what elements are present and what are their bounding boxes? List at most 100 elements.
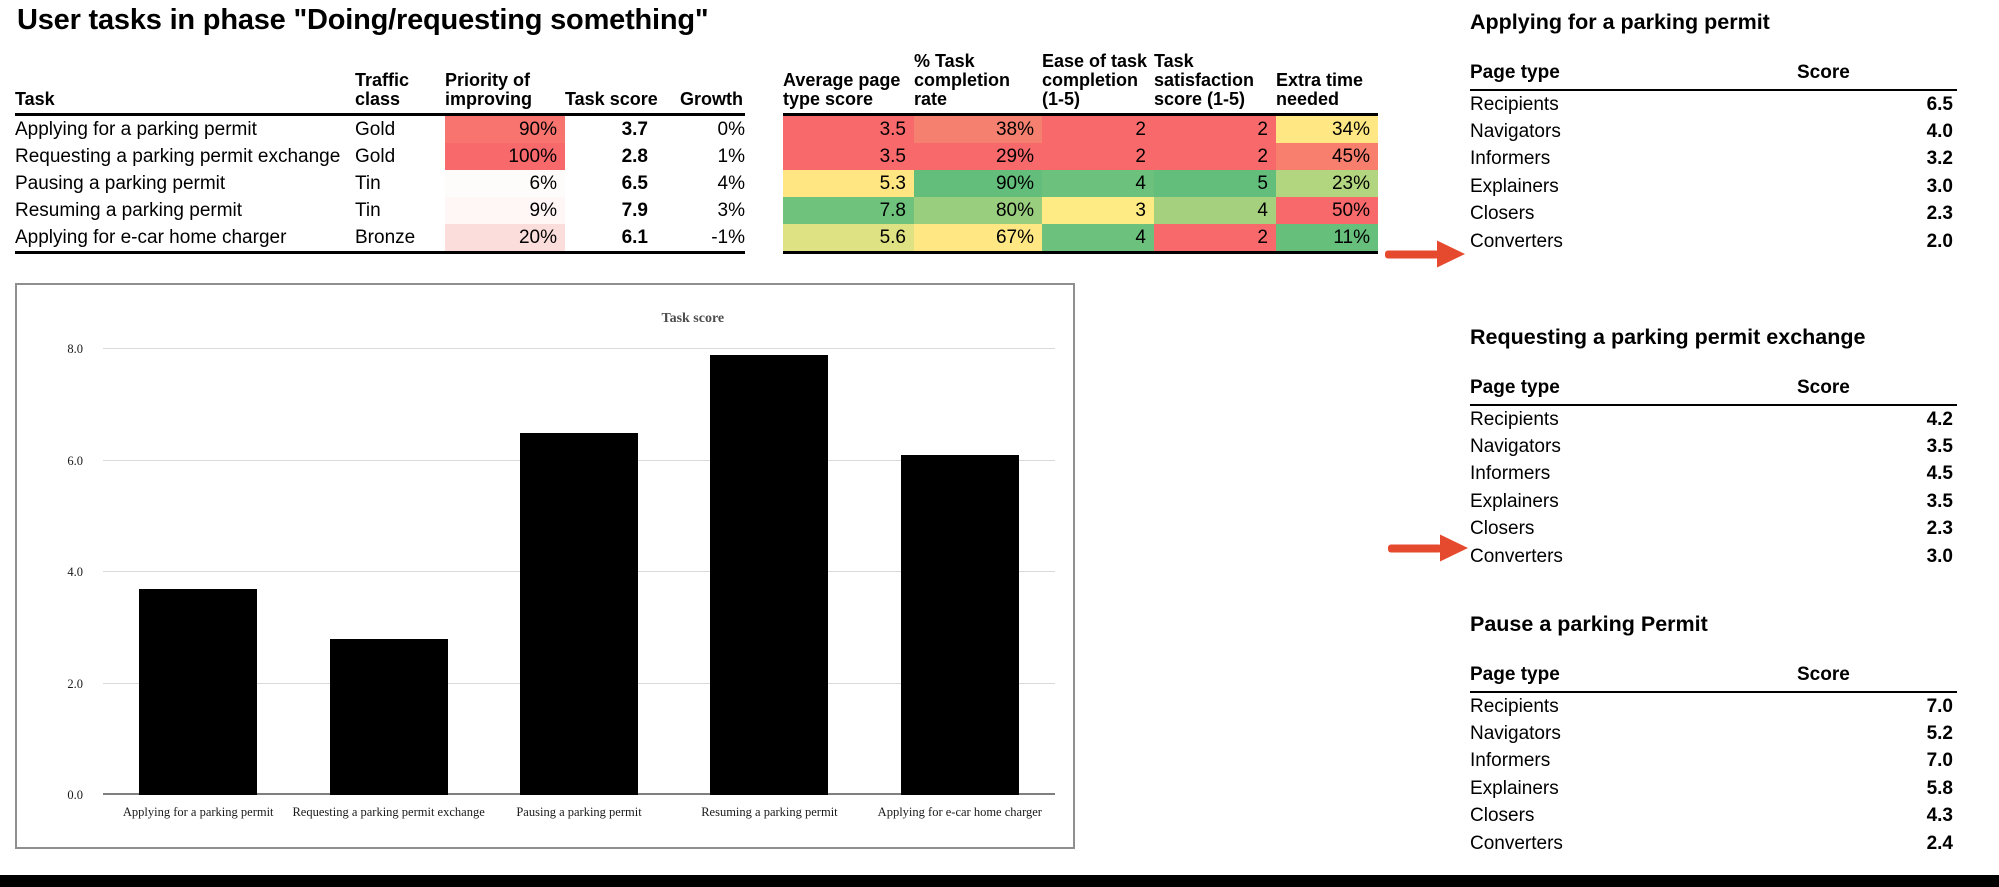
col-header-satisfaction: Task satisfaction score (1-5) (1154, 52, 1276, 116)
page-score-cell: 7.0 (1926, 750, 1953, 772)
gridline (103, 348, 1055, 349)
page-score-cell: 3.2 (1926, 148, 1953, 170)
page-type-row: Closers 2.3 (1470, 516, 1957, 543)
page-type-row: Informers 7.0 (1470, 748, 1957, 775)
task-name-cell: Pausing a parking permit (15, 172, 226, 194)
priority-cell: 20% (445, 224, 565, 254)
task-name-cell: Applying for a parking permit (15, 118, 257, 140)
page-type-table-body: Recipients 7.0 Navigators 5.2 Informers 7.0 Ex… (1470, 692, 1957, 857)
metric-cell: 2 (1042, 143, 1154, 170)
y-axis-tick-label: 8.0 (67, 342, 83, 356)
metric-cell: 3 (1042, 197, 1154, 224)
side-table-pause-permit: Pause a parking Permit Page type Score R… (1470, 612, 1957, 857)
task-row: Resuming a parking permit Tin 9% 7.9 3% (15, 197, 745, 224)
col-header-priority: Priority of improving (445, 52, 565, 116)
x-axis-category-label: Resuming a parking permit (701, 805, 838, 819)
page-type-row: Recipients 4.2 (1470, 405, 1957, 433)
metric-cell: 5.3 (783, 170, 914, 197)
metric-cell: 3.5 (783, 143, 914, 170)
growth-cell: 1% (717, 145, 745, 167)
metric-cell: 45% (1276, 143, 1378, 170)
growth-cell: 0% (717, 118, 745, 140)
page-score-cell: 3.5 (1926, 436, 1953, 458)
page-score-cell: 5.2 (1926, 723, 1953, 745)
task-table-header: Task Traffic class Priority of improving… (15, 52, 745, 116)
metric-cell: 38% (914, 114, 1042, 143)
metric-row: 7.8 80% 3 4 50% (783, 197, 1378, 224)
task-name-cell: Resuming a parking permit (15, 199, 243, 221)
traffic-class-cell: Bronze (355, 224, 445, 254)
side-table-title: Pause a parking Permit (1470, 612, 1708, 636)
x-axis-category-label: Requesting a parking permit exchange (292, 805, 485, 819)
bar-series: Applying for a parking permit Requesting … (103, 349, 1055, 819)
metric-cell: 2 (1154, 114, 1276, 143)
y-axis-tick-label: 6.0 (67, 453, 83, 468)
growth-cell: 3% (717, 199, 745, 221)
metric-row: 5.6 67% 4 2 11% (783, 224, 1378, 254)
metric-cell: 23% (1276, 170, 1378, 197)
page-score-cell: 2.3 (1926, 203, 1953, 225)
page-type-cell: Navigators (1470, 723, 1561, 745)
metric-row: 5.3 90% 4 5 23% (783, 170, 1378, 197)
page-score-cell: 5.8 (1926, 777, 1953, 799)
task-score-cell: 2.8 (621, 145, 648, 167)
task-table: Task Traffic class Priority of improving… (15, 52, 745, 254)
col-header-task-score: Task score (565, 52, 660, 116)
col-header-page-type: Page type (1470, 664, 1797, 693)
metric-cell: 4 (1042, 170, 1154, 197)
priority-cell: 90% (445, 114, 565, 143)
page-type-table-body: Recipients 4.2 Navigators 3.5 Informers 4.5 Ex… (1470, 405, 1957, 570)
col-header-score: Score (1797, 377, 1957, 406)
task-score-cell: 3.7 (621, 118, 648, 140)
page-score-cell: 3.5 (1926, 490, 1953, 512)
task-score-bar (900, 454, 1019, 795)
metric-cell: 29% (914, 143, 1042, 170)
task-metrics-body: 3.5 38% 2 2 34% 3.5 29% 2 2 45% 5.3 90% 4 5 23% 7.8 80% 3… (783, 114, 1378, 254)
page-type-row: Closers 2.3 (1470, 201, 1957, 228)
page-score-cell: 4.0 (1926, 121, 1953, 143)
metric-cell: 4 (1154, 197, 1276, 224)
page-type-cell: Closers (1470, 805, 1535, 827)
traffic-class-cell: Tin (355, 199, 381, 221)
page-type-cell: Explainers (1470, 777, 1559, 799)
task-score-bar (519, 432, 639, 795)
task-metrics-header: Average page type score % Task completio… (783, 52, 1378, 116)
priority-cell: 6% (445, 170, 565, 197)
metric-cell: 90% (914, 170, 1042, 197)
y-axis: 0.0 2.0 4.0 6.0 8.0 (17, 342, 93, 802)
side-table-permit-exchange: Requesting a parking permit exchange Pag… (1470, 325, 1957, 570)
red-arrow-annotation-closers-1 (1385, 240, 1465, 268)
metric-cell: 11% (1276, 224, 1378, 254)
page-type-row: Informers 3.2 (1470, 146, 1957, 173)
page-type-row: Converters 3.0 (1470, 543, 1957, 570)
metric-cell: 5 (1154, 170, 1276, 197)
page-type-row: Navigators 5.2 (1470, 720, 1957, 747)
growth-cell: -1% (660, 224, 745, 254)
page-type-cell: Informers (1470, 463, 1551, 485)
bar-slot: Applying for e-car home charger (865, 349, 1055, 819)
col-header-task: Task (15, 52, 355, 116)
page-type-cell: Closers (1470, 203, 1535, 225)
page-type-cell: Navigators (1470, 121, 1561, 143)
page-type-cell: Explainers (1470, 175, 1559, 197)
page-type-row: Navigators 4.0 (1470, 118, 1957, 145)
task-row: Applying for e-car home charger Bronze 20%… (15, 224, 745, 254)
page-score-cell: 2.4 (1926, 832, 1953, 854)
page-type-row: Recipients 7.0 (1470, 692, 1957, 720)
task-score-bar (710, 354, 829, 795)
bar-slot: Applying for a parking permit (103, 349, 293, 819)
y-axis-tick-label: 4.0 (67, 565, 83, 579)
side-table-title: Applying for a parking permit (1470, 10, 1770, 34)
page-type-row: Explainers 3.0 (1470, 173, 1957, 200)
metric-cell: 7.8 (783, 197, 914, 224)
page-type-cell: Recipients (1470, 695, 1559, 717)
priority-cell: 9% (445, 197, 565, 224)
page-score-cell: 3.0 (1926, 175, 1953, 197)
task-row: Pausing a parking permit Tin 6% 6.5 4% (15, 170, 745, 197)
page-type-cell: Converters (1470, 832, 1563, 854)
page-score-cell: 4.3 (1926, 805, 1953, 827)
task-score-cell: 6.1 (565, 224, 660, 254)
y-axis-tick-label: 0.0 (67, 788, 83, 802)
traffic-class-cell: Gold (355, 145, 396, 167)
col-header-page-type: Page type (1470, 62, 1797, 91)
